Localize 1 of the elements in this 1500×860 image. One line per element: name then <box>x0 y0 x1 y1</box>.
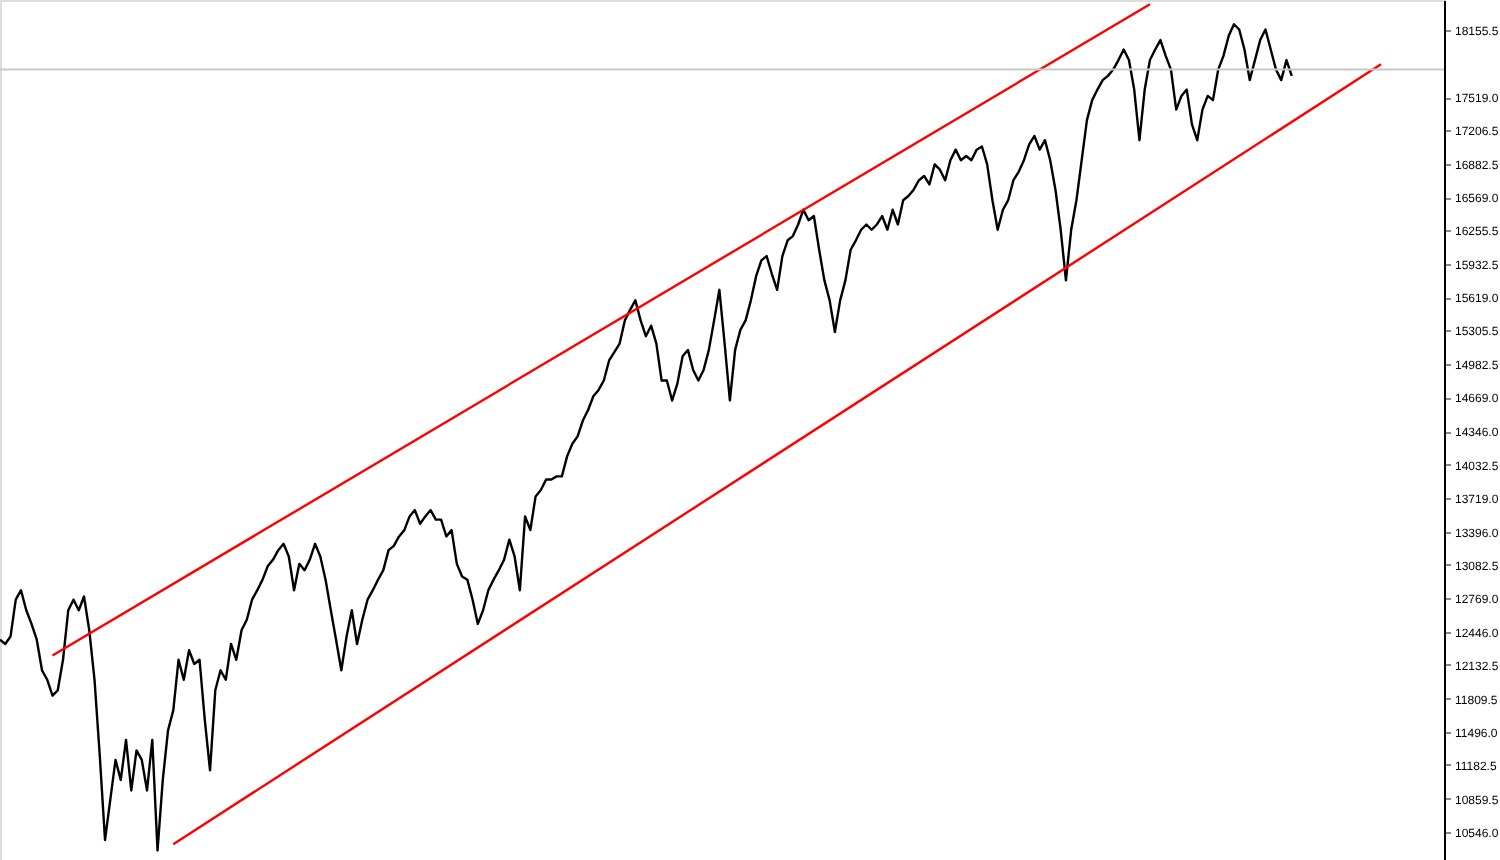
line-series <box>0 23 1293 852</box>
